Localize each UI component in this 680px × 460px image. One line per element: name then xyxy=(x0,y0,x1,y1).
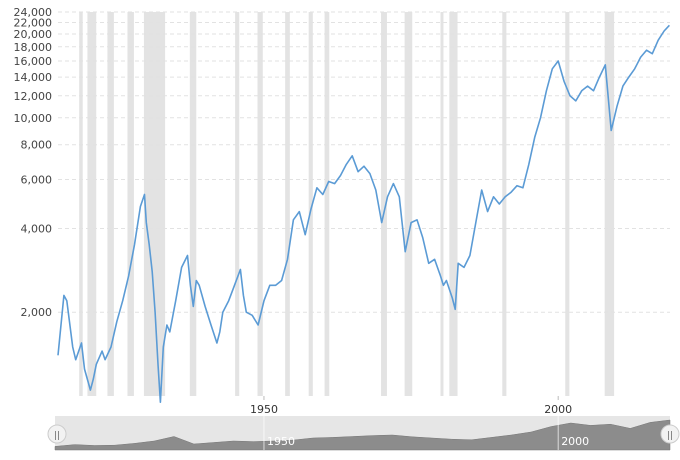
recession-band xyxy=(143,12,166,396)
recession-band xyxy=(502,12,507,396)
series-line xyxy=(57,24,670,403)
y-tick-label: 16,000 xyxy=(14,55,53,68)
recession-band xyxy=(189,12,197,396)
navigator-end-handle[interactable]: || xyxy=(660,424,680,444)
y-tick-label: 2,000 xyxy=(21,306,53,319)
recession-band xyxy=(127,12,134,396)
navigator-start-grip: || xyxy=(54,431,60,441)
x-tick-label: 1950 xyxy=(250,403,278,416)
recession-band xyxy=(404,12,413,396)
navigator-ticks: 1950 2000 xyxy=(263,416,589,450)
recession-band xyxy=(324,12,330,396)
y-axis-ticks: 2,000 4,000 6,000 8,000 10,000 12,000 14,000 16… xyxy=(14,6,53,319)
recession-band xyxy=(235,12,240,396)
recession-band xyxy=(257,12,263,396)
y-tick-label: 18,000 xyxy=(14,41,53,54)
x-axis-ticks: 1950 2000 xyxy=(250,396,572,416)
recession-band xyxy=(449,12,458,396)
x-tick-label: 2000 xyxy=(544,403,572,416)
recession-bands xyxy=(79,12,615,396)
recession-band xyxy=(87,12,97,396)
navigator-overview-area xyxy=(54,419,671,451)
recession-band xyxy=(604,12,615,396)
y-tick-label: 4,000 xyxy=(21,222,53,235)
y-tick-label: 8,000 xyxy=(21,139,53,152)
y-tick-label: 6,000 xyxy=(21,174,53,187)
navigator-end-grip: || xyxy=(667,431,673,441)
y-tick-label: 12,000 xyxy=(14,90,53,103)
y-tick-label: 22,000 xyxy=(14,17,53,30)
recession-band xyxy=(381,12,387,396)
recession-band xyxy=(440,12,444,396)
y-tick-label: 14,000 xyxy=(14,71,53,84)
recession-band xyxy=(565,12,570,396)
y-tick-label: 20,000 xyxy=(14,28,53,41)
recession-band xyxy=(308,12,313,396)
navigator-tick-label: 2000 xyxy=(561,435,589,448)
navigator-tick-label: 1950 xyxy=(267,435,295,448)
y-gridlines xyxy=(58,11,670,313)
y-tick-label: 10,000 xyxy=(14,112,53,125)
recession-band xyxy=(107,12,114,396)
recession-band xyxy=(285,12,290,396)
recession-band xyxy=(79,12,83,396)
y-tick-label: 24,000 xyxy=(14,6,53,19)
range-navigator[interactable]: 1950 2000 || || xyxy=(47,416,680,451)
navigator-start-handle[interactable]: || xyxy=(47,424,67,444)
